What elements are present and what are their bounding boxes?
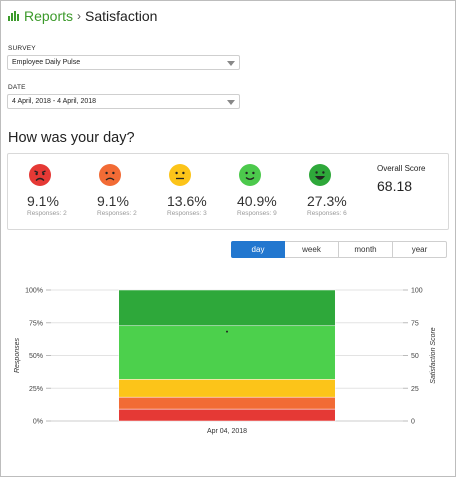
happy-face-icon (239, 164, 261, 186)
mood-percentage: 40.9% (237, 193, 277, 209)
reports-chart-icon (8, 11, 20, 21)
unhappy-face-icon (99, 164, 121, 186)
tab-day[interactable]: day (231, 241, 285, 258)
satisfaction-score-point (226, 330, 228, 333)
x-tick-label: Apr 04, 2018 (207, 428, 247, 435)
mood-percentage: 9.1% (27, 193, 59, 209)
breadcrumb-separator: › (77, 9, 82, 23)
period-tabs: day week month year (231, 241, 447, 258)
overall-score: Overall Score 68.18 (377, 164, 425, 194)
very-happy-face-icon (309, 164, 331, 186)
date-range-value: 4 April, 2018 - 4 April, 2018 (12, 98, 97, 105)
mood-very-happy: 27.3% Responses: 6 (301, 164, 361, 217)
satisfaction-chart: 0% 0 25% 25 50% 50 75% 75 100% 100 Apr 04, 2018 Res… (14, 288, 437, 436)
survey-select-value: Employee Daily Pulse (12, 59, 81, 66)
chevron-down-icon (227, 100, 235, 105)
mood-responses: Responses: 6 (307, 210, 347, 217)
mood-percentage: 13.6% (167, 193, 207, 209)
bar-segment (118, 379, 336, 398)
mood-percentage: 9.1% (97, 193, 129, 209)
page-title: Satisfaction (85, 8, 158, 24)
overall-score-value: 68.18 (377, 178, 413, 194)
y-tick-label-right: 100 (411, 288, 423, 295)
mood-unhappy: 9.1% Responses: 2 (91, 164, 151, 217)
date-label: DATE (8, 84, 26, 91)
y-tick-label-right: 0 (411, 419, 415, 426)
breadcrumb-reports-link[interactable]: Reports (24, 8, 74, 24)
survey-label: SURVEY (8, 45, 36, 52)
chevron-down-icon (227, 61, 235, 66)
bar-segment (118, 396, 336, 410)
mood-responses: Responses: 9 (237, 210, 277, 217)
question-heading: How was your day? (8, 130, 135, 146)
mood-responses: Responses: 3 (167, 210, 207, 217)
breadcrumb: Reports › Satisfaction (8, 6, 157, 26)
bar-segment (118, 408, 336, 422)
y-axis-title-left: Responses (14, 337, 21, 373)
y-tick-label-left: 75% (29, 320, 43, 327)
survey-select[interactable]: Employee Daily Pulse (7, 55, 240, 70)
y-tick-label-right: 25 (411, 386, 419, 393)
tab-year[interactable]: year (393, 241, 447, 258)
neutral-face-icon (169, 164, 191, 186)
overall-score-label: Overall Score (377, 164, 426, 173)
y-tick-label-right: 75 (411, 320, 419, 327)
mood-very-unhappy: 9.1% Responses: 2 (21, 164, 81, 217)
tab-month[interactable]: month (339, 241, 393, 258)
mood-responses: Responses: 2 (97, 210, 137, 217)
y-axis-title-right: Satisfaction Score (430, 327, 437, 384)
mood-neutral: 13.6% Responses: 3 (161, 164, 221, 217)
mood-responses: Responses: 2 (27, 210, 67, 217)
very-unhappy-face-icon (29, 164, 51, 186)
date-range-select[interactable]: 4 April, 2018 - 4 April, 2018 (7, 94, 240, 109)
y-tick-label-left: 100% (25, 288, 43, 295)
mood-summary-card: 9.1% Responses: 2 9.1% Responses: 2 (7, 153, 449, 230)
y-tick-label-left: 0% (33, 419, 43, 426)
mood-happy: 40.9% Responses: 9 (231, 164, 291, 217)
mood-percentage: 27.3% (307, 193, 347, 209)
y-tick-label-left: 50% (29, 353, 43, 360)
y-tick-label-right: 50 (411, 353, 419, 360)
bar-segment (118, 325, 336, 380)
y-tick-label-left: 25% (29, 386, 43, 393)
bar-segment (118, 289, 336, 327)
tab-week[interactable]: week (285, 241, 339, 258)
